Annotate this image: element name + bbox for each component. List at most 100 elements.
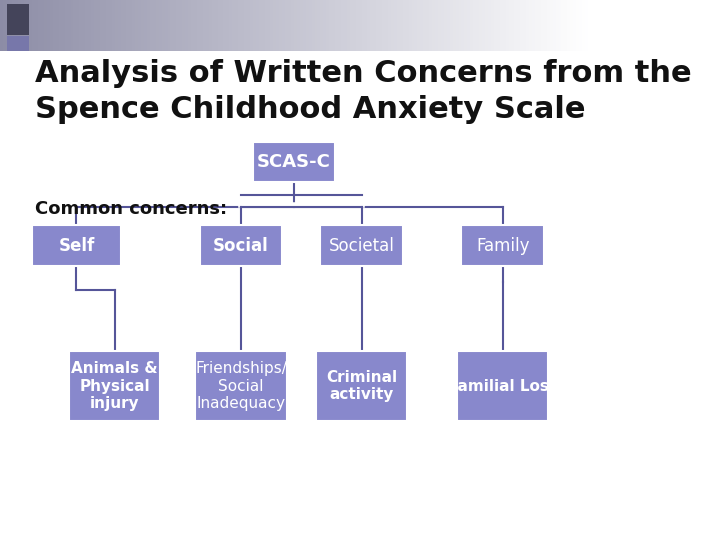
Bar	[217, 0, 220, 51]
Bar	[320, 0, 323, 51]
FancyBboxPatch shape	[462, 226, 544, 266]
Bar	[570, 0, 573, 51]
Bar	[294, 0, 297, 51]
Bar	[291, 0, 294, 51]
Bar	[56, 0, 59, 51]
Bar	[188, 0, 191, 51]
FancyBboxPatch shape	[32, 226, 120, 266]
Bar	[385, 0, 388, 51]
Bar	[168, 0, 171, 51]
Bar	[171, 0, 174, 51]
Bar	[573, 0, 576, 51]
Bar	[549, 0, 553, 51]
Bar	[579, 0, 582, 51]
Bar	[462, 0, 464, 51]
Bar	[158, 0, 162, 51]
Bar	[497, 0, 500, 51]
Bar	[150, 0, 153, 51]
Bar	[194, 0, 197, 51]
FancyBboxPatch shape	[195, 351, 287, 421]
Bar	[429, 0, 432, 51]
Bar	[456, 0, 459, 51]
Bar	[165, 0, 168, 51]
Bar	[53, 0, 56, 51]
Bar	[329, 0, 332, 51]
Bar	[241, 0, 244, 51]
Bar	[94, 0, 97, 51]
Bar	[306, 0, 309, 51]
Bar	[356, 0, 359, 51]
Bar	[9, 0, 12, 51]
Bar	[350, 0, 353, 51]
Bar	[400, 0, 402, 51]
Text: Self: Self	[58, 237, 94, 255]
Bar	[544, 0, 546, 51]
Bar	[65, 0, 68, 51]
Text: Family: Family	[476, 237, 529, 255]
Bar	[297, 0, 300, 51]
Bar	[85, 0, 88, 51]
Bar	[373, 0, 377, 51]
Bar	[153, 0, 156, 51]
Bar	[488, 0, 491, 51]
Bar	[364, 0, 367, 51]
Bar	[344, 0, 347, 51]
Bar	[318, 0, 320, 51]
Bar	[335, 0, 338, 51]
Bar	[288, 0, 291, 51]
Bar	[229, 0, 233, 51]
FancyBboxPatch shape	[69, 351, 161, 421]
Bar	[109, 0, 112, 51]
Bar	[585, 0, 588, 51]
Bar	[120, 0, 123, 51]
Bar	[326, 0, 329, 51]
Bar	[191, 0, 194, 51]
Bar	[450, 0, 453, 51]
Bar	[174, 0, 176, 51]
Bar	[546, 0, 549, 51]
Bar	[476, 0, 479, 51]
Bar	[261, 0, 264, 51]
Bar	[559, 0, 562, 51]
Bar	[447, 0, 450, 51]
Bar	[315, 0, 318, 51]
Text: Animals &
Physical
injury: Animals & Physical injury	[71, 361, 158, 411]
Bar	[338, 0, 341, 51]
Bar	[359, 0, 361, 51]
Bar	[271, 0, 274, 51]
Bar	[6, 0, 9, 51]
Bar	[274, 0, 276, 51]
Bar	[370, 0, 373, 51]
Bar	[35, 0, 38, 51]
Bar	[479, 0, 482, 51]
Text: Societal: Societal	[328, 237, 395, 255]
Bar	[505, 0, 508, 51]
Bar	[529, 0, 532, 51]
Bar	[17, 0, 21, 51]
Bar	[470, 0, 473, 51]
Bar	[179, 0, 182, 51]
Bar	[582, 0, 585, 51]
Bar	[323, 0, 326, 51]
FancyBboxPatch shape	[320, 226, 402, 266]
Bar	[518, 0, 521, 51]
Bar	[176, 0, 179, 51]
Bar	[117, 0, 120, 51]
Bar	[538, 0, 541, 51]
Bar	[391, 0, 394, 51]
Bar	[526, 0, 529, 51]
Bar	[73, 0, 76, 51]
Bar	[235, 0, 238, 51]
Bar	[258, 0, 261, 51]
Bar	[423, 0, 426, 51]
Bar	[388, 0, 391, 51]
Bar	[14, 0, 17, 51]
FancyBboxPatch shape	[316, 351, 407, 421]
Bar	[76, 0, 79, 51]
Text: Social: Social	[213, 237, 269, 255]
Bar	[91, 0, 94, 51]
Bar	[438, 0, 441, 51]
Bar	[12, 0, 14, 51]
Bar	[247, 0, 250, 51]
Bar	[567, 0, 570, 51]
